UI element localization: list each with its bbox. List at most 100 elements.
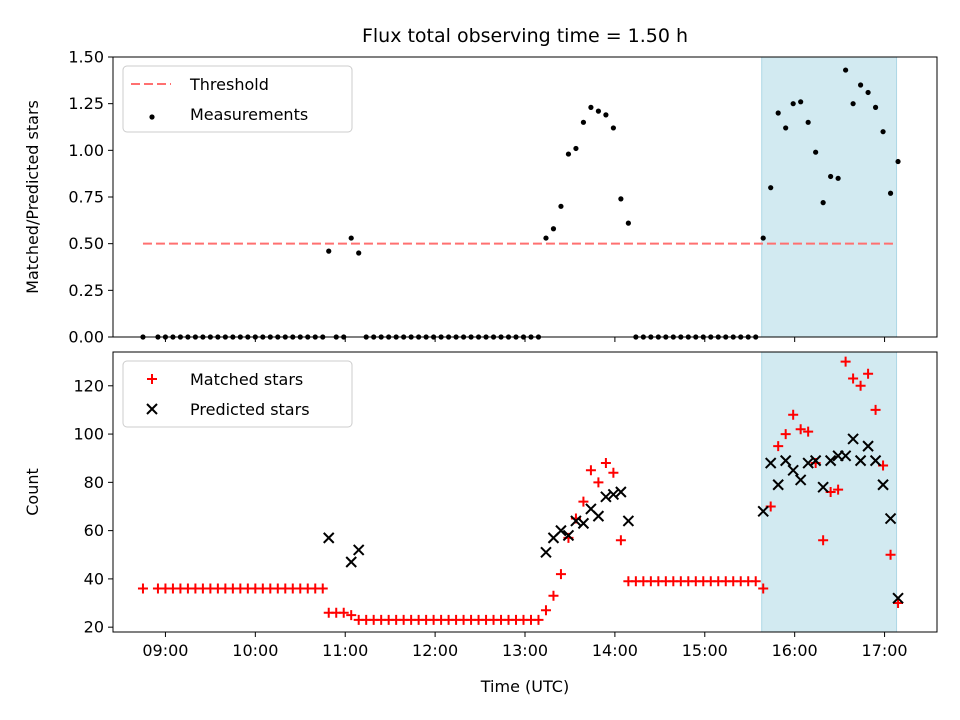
data-point (578, 496, 589, 507)
data-point (835, 175, 841, 181)
data-point (603, 112, 609, 118)
legend-label: Matched stars (190, 370, 303, 389)
y-tick-label: 1.00 (68, 141, 104, 160)
x-tick-label: 12:00 (412, 641, 458, 660)
data-point (764, 457, 777, 469)
data-point (843, 67, 849, 73)
data-point (562, 529, 575, 542)
y-tick-label: 0.25 (68, 281, 104, 300)
data-point (750, 576, 761, 587)
data-point (555, 524, 567, 537)
data-point (865, 89, 871, 96)
data-point (884, 512, 897, 525)
y-tick-label: 0.00 (68, 328, 104, 347)
data-point (570, 515, 582, 527)
legend-box (122, 360, 353, 428)
x-tick-label: 17:00 (862, 641, 908, 660)
x-tick-label: 11:00 (322, 641, 368, 660)
data-point (809, 454, 822, 467)
data-point (540, 546, 552, 559)
series-2 (323, 433, 904, 604)
data-point (610, 125, 616, 131)
chart-title: Flux total observing time = 1.50 h (362, 25, 688, 47)
x-tick-label: 16:00 (772, 641, 818, 660)
data-point (593, 477, 604, 488)
data-point (607, 488, 620, 501)
legend: Matched stars Predicted stars (122, 360, 353, 428)
data-point (855, 380, 866, 391)
x-tick-label: 13:00 (502, 641, 548, 660)
data-point (338, 607, 349, 618)
data-point (788, 409, 799, 420)
legend-label: Predicted stars (190, 400, 310, 419)
data-point (775, 110, 781, 116)
data-point (757, 505, 769, 518)
data-point (847, 433, 859, 445)
x-tick-label: 14:00 (592, 641, 638, 660)
legend-label: Threshold (189, 75, 269, 94)
y-tick-label: 40 (84, 569, 104, 588)
data-point (895, 158, 901, 165)
data-point (595, 108, 602, 114)
data-point (592, 510, 605, 522)
data-point (588, 104, 594, 110)
data-point (833, 484, 844, 495)
data-point (790, 101, 796, 107)
data-point (850, 101, 856, 107)
data-point (839, 450, 852, 462)
data-point (543, 235, 549, 241)
y-tick-label: 1.50 (68, 48, 104, 67)
data-point (869, 454, 882, 467)
data-point (813, 149, 819, 155)
legend-label: Measurements (190, 105, 308, 124)
data-point (854, 454, 867, 467)
ratio-panel: 0.00 0.25 0.50 0.75 1.00 1.25 1.50 Matched/Pred… (23, 48, 938, 347)
data-point (540, 605, 551, 616)
data-point (848, 373, 859, 384)
data-point (818, 535, 829, 546)
data-point (323, 532, 335, 544)
data-point (345, 556, 357, 568)
y-tick-label: 0.75 (68, 188, 104, 207)
data-point (608, 467, 619, 478)
data-point (356, 250, 362, 256)
y-tick-label: 0.50 (68, 234, 104, 253)
data-point (346, 610, 357, 621)
data-point (768, 185, 774, 191)
data-point (348, 235, 354, 241)
x-tick-label: 10:00 (232, 641, 278, 660)
legend-marker (149, 114, 155, 120)
legend: Threshold Measurements (122, 65, 353, 133)
count-panel: 20 40 60 80 100 120 Count 09:00 10:00 11:00 12:00 1… (23, 351, 938, 660)
data-point (555, 569, 566, 580)
data-point (824, 454, 837, 467)
data-point (600, 491, 612, 503)
data-point (760, 235, 766, 241)
data-point (573, 145, 579, 152)
legend-marker (146, 403, 158, 415)
data-point (840, 356, 851, 367)
y-tick-label: 1.25 (68, 94, 104, 113)
data-point (779, 454, 792, 467)
data-point (550, 226, 557, 232)
data-point (820, 200, 826, 206)
data-point (558, 203, 564, 209)
data-point (548, 590, 559, 601)
shaded-interval (761, 56, 898, 338)
data-point (622, 515, 635, 527)
data-point (580, 119, 587, 125)
data-point (780, 429, 791, 440)
data-point (758, 583, 769, 594)
data-point (533, 614, 544, 625)
legend-box (122, 65, 353, 133)
data-point (565, 151, 572, 157)
data-point (787, 464, 799, 476)
data-point (805, 119, 811, 125)
data-point (885, 549, 896, 560)
y-tick-label: 120 (73, 376, 104, 395)
data-point (863, 368, 874, 379)
data-point (795, 424, 806, 435)
data-point (802, 457, 814, 469)
data-point (880, 129, 886, 135)
